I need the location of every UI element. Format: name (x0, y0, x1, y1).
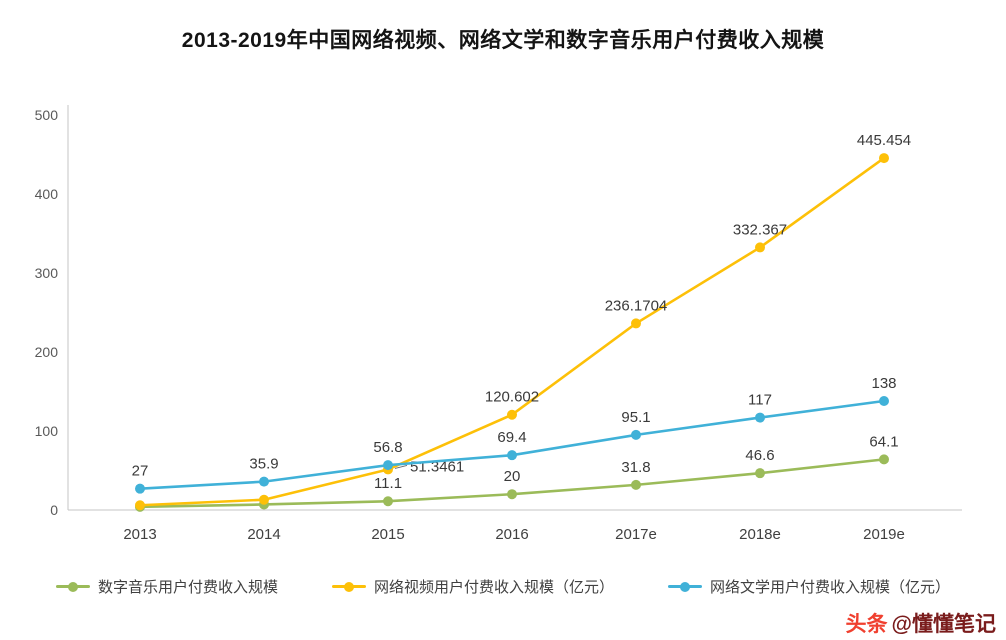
x-axis-tick-label: 2018e (739, 526, 781, 543)
data-label: 445.454 (857, 132, 911, 149)
y-axis-tick-label: 500 (35, 107, 59, 123)
data-label: 35.9 (249, 456, 278, 473)
y-axis-tick-label: 400 (35, 186, 59, 202)
data-point (507, 489, 517, 500)
x-axis-tick-label: 2014 (247, 526, 280, 543)
chart-title: 2013-2019年中国网络视频、网络文学和数字音乐用户付费收入规模 (181, 29, 825, 52)
data-point (631, 479, 641, 490)
data-label: 117 (748, 392, 772, 409)
y-axis-tick-label: 0 (50, 502, 58, 518)
data-label: 332.367 (733, 221, 787, 238)
line-chart: 0 100 200 300 400 500 2013 2014 2015 2016 2017e 201… (0, 95, 1006, 555)
data-point (383, 460, 393, 471)
data-label: 20 (504, 468, 521, 485)
y-axis-tick-label: 200 (35, 344, 59, 360)
legend-item-online-video: 网络视频用户付费收入规模（亿元） (331, 576, 614, 597)
data-point (631, 429, 641, 440)
data-label: 64.1 (869, 433, 898, 450)
legend-marker-green (55, 581, 90, 592)
data-label: 56.8 (373, 439, 402, 456)
data-label: 95.1 (621, 409, 650, 426)
data-point (755, 242, 765, 253)
watermark: 头条 @懂懂笔记 (846, 608, 996, 638)
legend-label: 数字音乐用户付费收入规模 (97, 579, 278, 596)
data-point (879, 153, 889, 164)
chart-legend: 数字音乐用户付费收入规模 网络视频用户付费收入规模（亿元） 网络文学用户付费收入… (0, 576, 1006, 597)
watermark-handle: @懂懂笔记 (891, 613, 996, 636)
data-label: 27 (132, 463, 149, 480)
data-point (259, 494, 269, 505)
data-point (383, 496, 393, 507)
data-label: 46.6 (745, 447, 774, 464)
data-point (631, 318, 641, 329)
data-point (507, 409, 517, 420)
watermark-brand: 头条 (845, 613, 888, 636)
data-label: 138 (871, 375, 896, 392)
legend-item-online-literature: 网络文学用户付费收入规模（亿元） (668, 576, 950, 597)
data-point (259, 476, 269, 487)
data-label: 120.602 (485, 389, 539, 406)
legend-marker-yellow (331, 581, 366, 592)
y-axis-tick-label: 100 (35, 423, 59, 439)
legend-label: 网络文学用户付费收入规模（亿元） (710, 579, 951, 596)
x-axis-tick-label: 2019e (863, 526, 905, 543)
x-axis-tick-label: 2015 (371, 526, 404, 543)
legend-marker-blue (668, 581, 702, 592)
data-label: 236.1704 (605, 297, 668, 314)
data-point (755, 468, 765, 479)
data-point (507, 450, 517, 461)
data-label: 69.4 (497, 429, 526, 446)
label-leader-line (394, 464, 408, 469)
data-point (879, 395, 889, 406)
data-point (135, 500, 145, 511)
x-axis-tick-label: 2016 (495, 526, 528, 543)
data-label: 31.8 (621, 459, 650, 476)
x-axis-tick-label: 2017e (615, 526, 657, 543)
data-point (879, 454, 889, 465)
data-point (135, 483, 145, 494)
x-axis-tick-label: 2013 (123, 526, 156, 543)
data-point (755, 412, 765, 423)
legend-label: 网络视频用户付费收入规模（亿元） (373, 579, 614, 596)
legend-item-digital-music: 数字音乐用户付费收入规模 (55, 576, 278, 597)
data-label: 11.1 (374, 475, 402, 492)
y-axis-tick-label: 300 (35, 265, 59, 281)
